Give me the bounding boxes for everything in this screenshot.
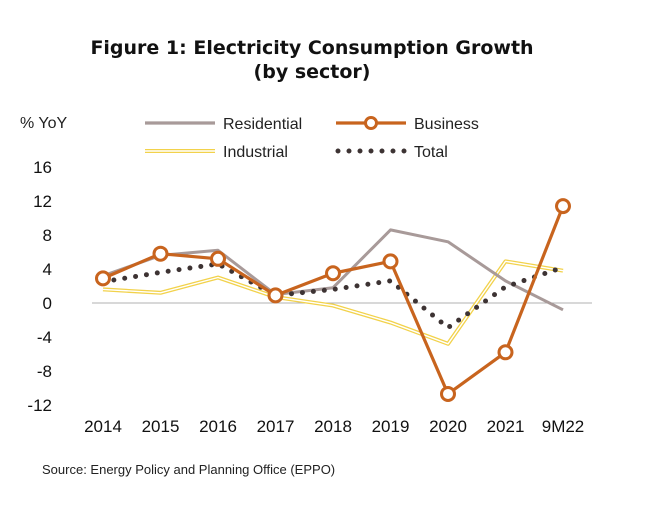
legend-label: Total [414, 144, 448, 161]
data-point-business [95, 270, 111, 287]
series-line-business [102, 205, 565, 396]
x-tick-label: 2018 [314, 417, 352, 436]
legend-item-business: Business [336, 116, 479, 133]
data-point-business [440, 385, 456, 402]
series-industrial [102, 259, 564, 346]
data-point-business [555, 198, 571, 215]
x-tick-label: 2019 [372, 417, 410, 436]
legend-item-total: Total [335, 144, 448, 161]
y-axis-label: % YoY [20, 115, 67, 132]
data-point-business [267, 287, 284, 304]
y-tick-label: 16 [33, 158, 52, 177]
legend-item-residential: Residential [145, 116, 302, 133]
data-point-business [210, 250, 226, 267]
legend-label: Business [414, 116, 479, 133]
y-axis-ticks: 16 12 8 4 0 -4 -8 -12 [27, 158, 52, 415]
data-point-business [382, 253, 399, 270]
data-point-business [497, 344, 514, 361]
series-business [95, 198, 571, 402]
chart-subtitle: (by sector) [254, 61, 371, 83]
series-total [100, 261, 566, 331]
legend-label: Industrial [223, 144, 288, 161]
x-tick-label: 9M22 [542, 417, 585, 436]
legend-marker [364, 116, 378, 130]
y-tick-label: 0 [43, 294, 52, 313]
x-tick-label: 2016 [199, 417, 237, 436]
series-residential [102, 228, 564, 312]
x-tick-label: 2020 [429, 417, 467, 436]
y-tick-label: -8 [37, 362, 52, 381]
legend: Residential Business Industrial Total [145, 116, 479, 161]
series-line-inner-industrial [102, 260, 564, 345]
y-tick-label: 12 [33, 192, 52, 211]
x-axis-ticks: 2014 2015 2016 2017 2018 2019 2020 2021 9M22 [84, 417, 584, 436]
y-tick-label: 4 [43, 260, 52, 279]
source-note: Source: Energy Policy and Planning Offic… [42, 462, 335, 477]
series-layer [95, 198, 571, 402]
x-tick-label: 2014 [84, 417, 122, 436]
data-point-business [325, 265, 341, 282]
legend-item-industrial: Industrial [145, 144, 288, 161]
x-tick-label: 2021 [487, 417, 525, 436]
x-tick-label: 2015 [142, 417, 180, 436]
y-tick-label: 8 [43, 226, 52, 245]
series-line-residential [102, 228, 564, 312]
y-tick-label: -12 [27, 396, 52, 415]
data-point-business [152, 245, 169, 262]
legend-label: Residential [223, 116, 302, 133]
x-tick-label: 2017 [257, 417, 295, 436]
chart-title: Figure 1: Electricity Consumption Growth [90, 37, 533, 59]
series-line-total [100, 261, 566, 331]
y-tick-label: -4 [37, 328, 52, 347]
